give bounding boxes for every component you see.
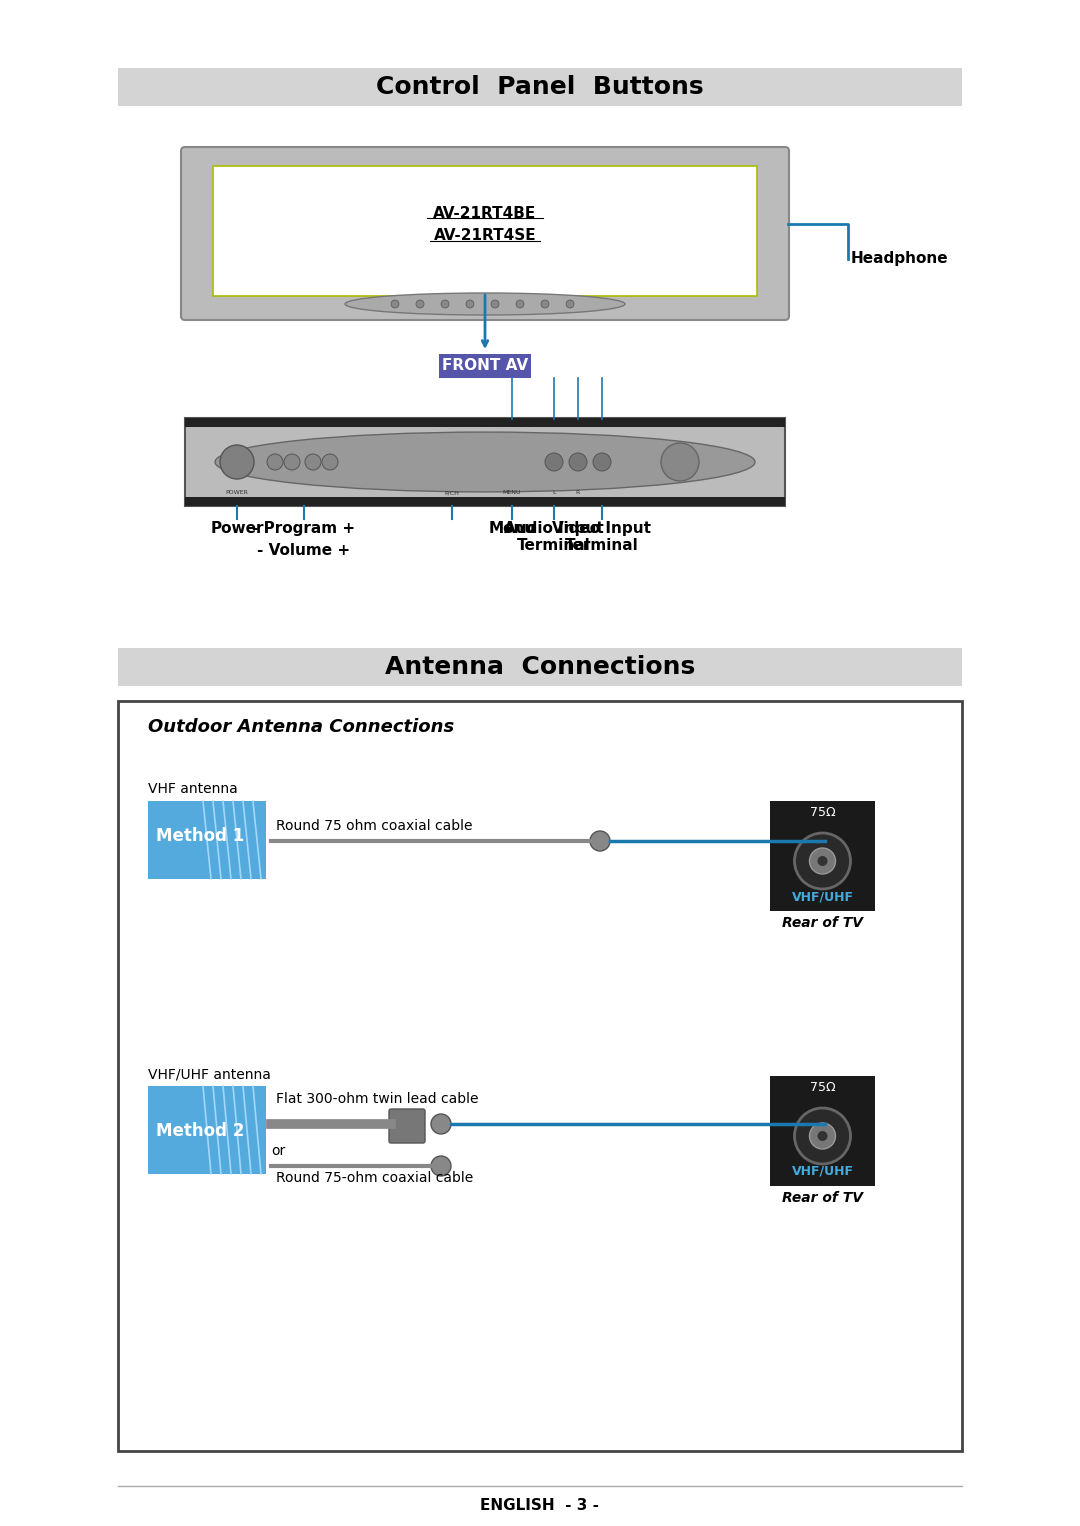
Ellipse shape: [345, 293, 625, 314]
Bar: [148, 801, 266, 879]
Bar: [118, 649, 962, 687]
Circle shape: [810, 848, 836, 874]
Circle shape: [267, 455, 283, 470]
Text: VHF antenna: VHF antenna: [148, 781, 238, 797]
Text: Round 75 ohm coaxial cable: Round 75 ohm coaxial cable: [276, 819, 473, 833]
Text: Rear of TV: Rear of TV: [782, 1190, 863, 1206]
Text: VHF/UHF: VHF/UHF: [792, 1164, 853, 1178]
Text: Control  Panel  Buttons: Control Panel Buttons: [376, 75, 704, 99]
Text: P/CH: P/CH: [445, 490, 459, 496]
Circle shape: [566, 301, 573, 308]
Bar: [185, 497, 785, 507]
Circle shape: [431, 1157, 451, 1177]
Text: Round 75-ohm coaxial cable: Round 75-ohm coaxial cable: [276, 1170, 473, 1186]
Circle shape: [305, 455, 321, 470]
Circle shape: [541, 301, 549, 308]
Circle shape: [795, 833, 851, 890]
Text: Menu: Menu: [488, 520, 536, 536]
Text: Audio Input
Terminal: Audio Input Terminal: [504, 520, 604, 554]
Text: - Program +: - Program +: [253, 520, 355, 536]
Circle shape: [516, 301, 524, 308]
Circle shape: [545, 453, 563, 472]
Text: Antenna  Connections: Antenna Connections: [384, 655, 696, 679]
Bar: [770, 1076, 875, 1186]
Circle shape: [593, 453, 611, 472]
Text: AV-21RT4BE: AV-21RT4BE: [433, 206, 537, 220]
Circle shape: [569, 453, 588, 472]
Circle shape: [220, 446, 254, 479]
Text: VHF/UHF antenna: VHF/UHF antenna: [148, 1067, 271, 1080]
Circle shape: [491, 301, 499, 308]
Text: FRONT AV: FRONT AV: [442, 359, 528, 374]
Text: Method 1: Method 1: [156, 827, 244, 845]
Text: AV-21RT4SE: AV-21RT4SE: [434, 229, 537, 244]
Circle shape: [810, 1123, 836, 1149]
Circle shape: [590, 832, 610, 852]
Circle shape: [795, 1108, 851, 1164]
Bar: [185, 418, 785, 427]
Text: - Volume +: - Volume +: [257, 543, 351, 559]
Text: Power: Power: [211, 520, 264, 536]
FancyBboxPatch shape: [181, 146, 789, 320]
Text: or: or: [271, 1144, 285, 1158]
Circle shape: [818, 1131, 827, 1141]
Circle shape: [818, 856, 827, 865]
Text: Method 2: Method 2: [156, 1122, 244, 1140]
Text: Video Input
Terminal: Video Input Terminal: [553, 520, 651, 554]
Text: 75Ω: 75Ω: [810, 806, 835, 819]
Text: POWER: POWER: [226, 490, 248, 496]
Circle shape: [284, 455, 300, 470]
Bar: [118, 700, 962, 1451]
Text: Outdoor Antenna Connections: Outdoor Antenna Connections: [148, 719, 455, 736]
Text: 75Ω: 75Ω: [810, 1080, 835, 1094]
Text: R: R: [576, 490, 580, 496]
Ellipse shape: [215, 432, 755, 491]
Circle shape: [416, 301, 424, 308]
FancyBboxPatch shape: [389, 1109, 426, 1143]
Circle shape: [322, 455, 338, 470]
Circle shape: [441, 301, 449, 308]
Text: VHF/UHF: VHF/UHF: [792, 890, 853, 903]
Circle shape: [431, 1114, 451, 1134]
Bar: [213, 166, 757, 296]
Text: ENGLISH  - 3 -: ENGLISH - 3 -: [481, 1499, 599, 1514]
Text: Flat 300-ohm twin lead cable: Flat 300-ohm twin lead cable: [276, 1093, 478, 1106]
Circle shape: [465, 301, 474, 308]
Bar: [185, 418, 785, 507]
Text: Headphone: Headphone: [851, 250, 948, 266]
Bar: [770, 801, 875, 911]
Circle shape: [391, 301, 399, 308]
Bar: [148, 1087, 266, 1173]
Text: MENU: MENU: [503, 490, 522, 496]
Bar: [438, 354, 531, 378]
Text: L: L: [552, 490, 556, 496]
Circle shape: [661, 443, 699, 481]
Bar: [118, 69, 962, 105]
Text: Rear of TV: Rear of TV: [782, 916, 863, 929]
